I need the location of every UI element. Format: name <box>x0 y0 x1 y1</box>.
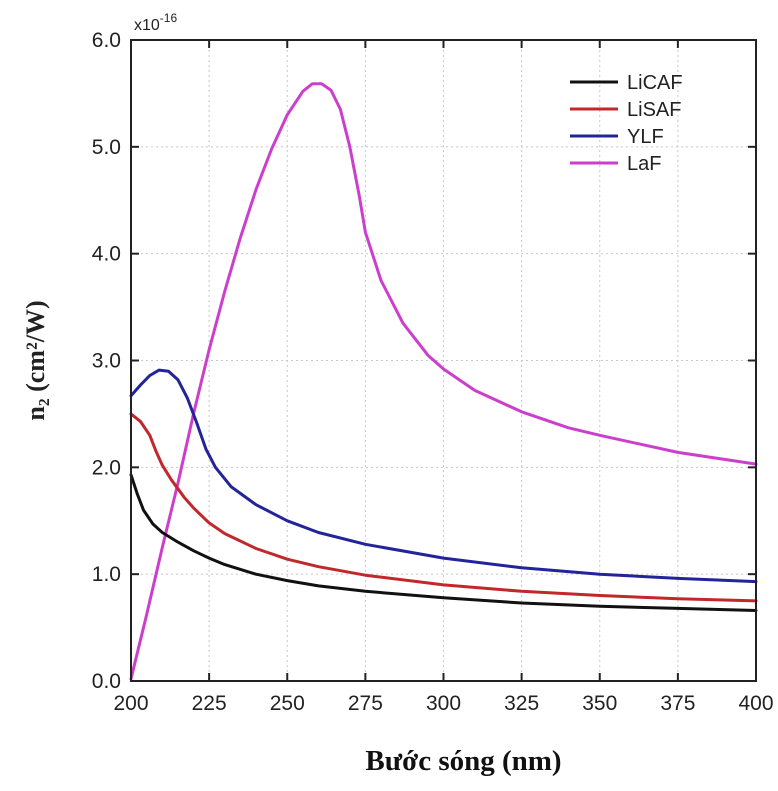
legend: LiCAF LiSAF YLF LaF <box>570 72 683 175</box>
x-tick-label: 350 <box>582 692 617 715</box>
y-axis-title: n₂ (cm²/W) <box>21 300 50 420</box>
y-tick-label: 1.0 <box>92 563 121 586</box>
x-tick-label: 375 <box>660 692 695 715</box>
x-tick-label: 225 <box>192 692 227 715</box>
y-tick-label: 3.0 <box>92 350 121 373</box>
series-lines <box>129 82 758 681</box>
y-tick-label: 6.0 <box>92 29 121 52</box>
series-line-ylf <box>129 368 758 584</box>
series-line-lisaf <box>129 412 758 603</box>
axis-ticks <box>130 39 757 682</box>
gridlines <box>131 40 756 681</box>
x-tick-label: 400 <box>738 692 773 715</box>
legend-label-ylf: YLF <box>627 126 664 148</box>
y-tick-label: 4.0 <box>92 243 121 266</box>
y-axis-multiplier: x10-16 <box>134 11 177 34</box>
legend-label-lisaf: LiSAF <box>627 99 681 121</box>
x-tick-label: 275 <box>348 692 383 715</box>
y-tick-label: 0.0 <box>92 670 121 693</box>
series-line-licaf <box>129 473 758 612</box>
legend-label-laf: LaF <box>627 153 661 175</box>
x-tick-label: 300 <box>426 692 461 715</box>
x-tick-label: 200 <box>113 692 148 715</box>
x-tick-label: 250 <box>270 692 305 715</box>
tick-labels: 200 225 250 275 300 325 350 375 400 0.0 1.0 2.0 3.0 4… <box>92 29 774 715</box>
legend-label-licaf: LiCAF <box>627 72 683 94</box>
series-line-laf <box>129 82 758 681</box>
x-axis-title: Bước sóng (nm) <box>365 745 561 777</box>
y-tick-label: 5.0 <box>92 136 121 159</box>
y-tick-label: 2.0 <box>92 456 121 479</box>
x-tick-label: 325 <box>504 692 539 715</box>
